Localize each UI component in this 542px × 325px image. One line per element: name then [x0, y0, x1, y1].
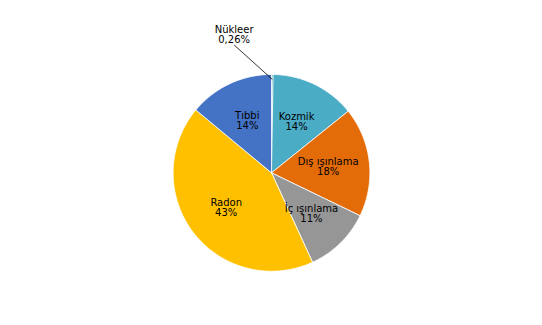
- svg-text:Tıbbi14%: Tıbbi14%: [234, 110, 259, 131]
- svg-text:Nükleer0,26%: Nükleer0,26%: [215, 24, 255, 45]
- svg-text:Kozmik14%: Kozmik14%: [279, 111, 315, 132]
- svg-text:İç ışınlama11%: İç ışınlama11%: [285, 202, 339, 224]
- svg-text:Radon43%: Radon43%: [210, 197, 242, 218]
- svg-text:Dış ışınlama18%: Dış ışınlama18%: [298, 156, 359, 177]
